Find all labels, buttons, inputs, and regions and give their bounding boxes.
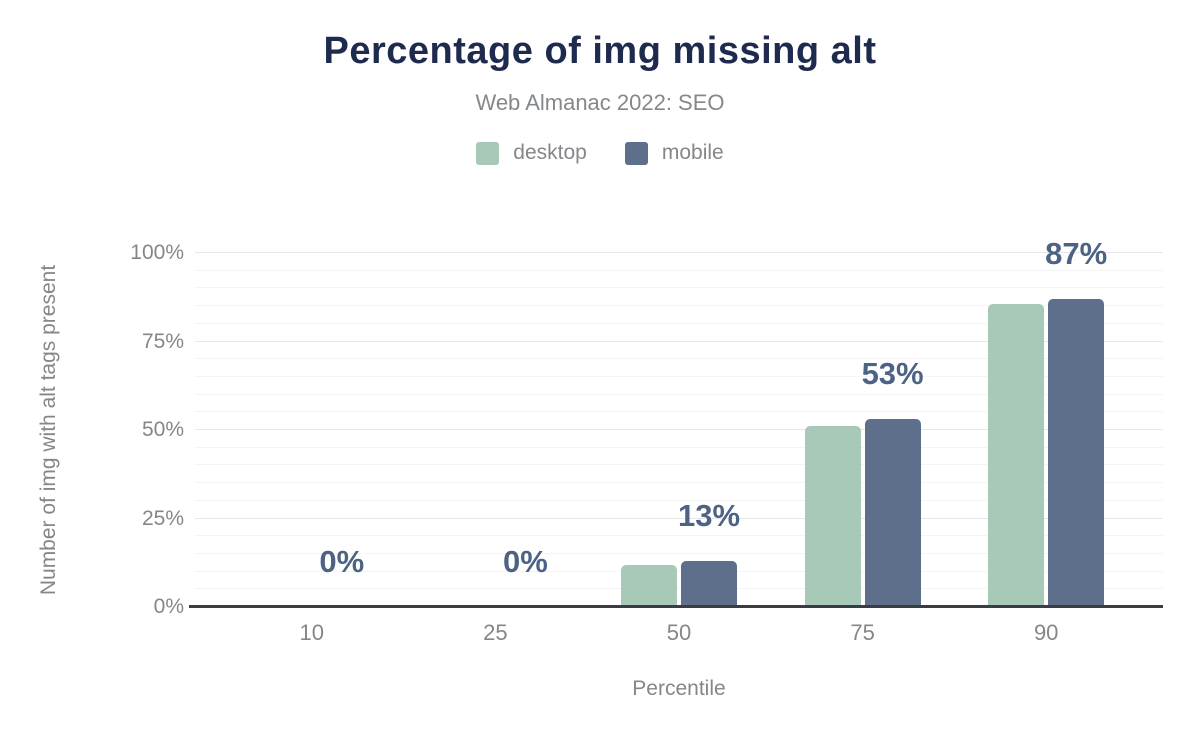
chart-title: Percentage of img missing alt [323, 30, 877, 72]
bar-group-p75 [804, 253, 921, 607]
plot-area: 0% 10 0% 25 13% 50 53% 75 87% 90 Percentile 0% 25%… [130, 236, 1163, 700]
x-tick-label: 90 [1033, 620, 1059, 645]
y-tick-label: 25% [141, 506, 184, 530]
legend-item-mobile[interactable]: mobile [624, 141, 724, 165]
legend-swatch-desktop [476, 141, 500, 165]
chart-subtitle: Web Almanac 2022: SEO [475, 90, 725, 115]
value-label-p50: 13% [677, 497, 741, 533]
legend-label-mobile: mobile [661, 141, 724, 164]
legend-label-desktop: desktop [513, 141, 587, 164]
legend: desktop mobile [0, 141, 1200, 165]
y-tick-label: 50% [141, 418, 184, 441]
x-tick-label: 25 [483, 620, 508, 645]
bar-mobile-p50[interactable] [681, 560, 737, 607]
y-axis-title: Number of img with alt tags present [37, 264, 60, 596]
bar-mobile-p75[interactable] [864, 419, 921, 607]
x-axis-title: Percentile [632, 677, 726, 700]
y-tick-label: 75% [141, 329, 184, 353]
x-tick-label: 50 [666, 620, 692, 645]
x-tick-label: 75 [850, 620, 875, 645]
legend-swatch-mobile [624, 141, 648, 165]
value-label-p10: 0% [319, 544, 365, 579]
bar-desktop-p90[interactable] [988, 304, 1045, 607]
bar-mobile-p90[interactable] [1048, 299, 1105, 607]
bar-desktop-p50[interactable] [621, 564, 677, 607]
y-tick-label: 0% [153, 595, 184, 618]
y-tick-label: 100% [130, 241, 184, 264]
value-label-p25: 0% [502, 544, 548, 579]
bar-group-p90 [988, 253, 1105, 607]
bar-group-p50 [621, 253, 737, 607]
value-label-p75: 53% [861, 356, 924, 392]
x-axis-line [189, 605, 1163, 608]
x-tick-label: 10 [299, 620, 325, 645]
bar-columns: 0% 10 0% 25 13% 50 53% 75 87% 90 [220, 236, 1138, 645]
legend-item-desktop[interactable]: desktop [476, 141, 587, 165]
bar-desktop-p75[interactable] [804, 426, 861, 607]
value-label-p90: 87% [1045, 236, 1108, 272]
